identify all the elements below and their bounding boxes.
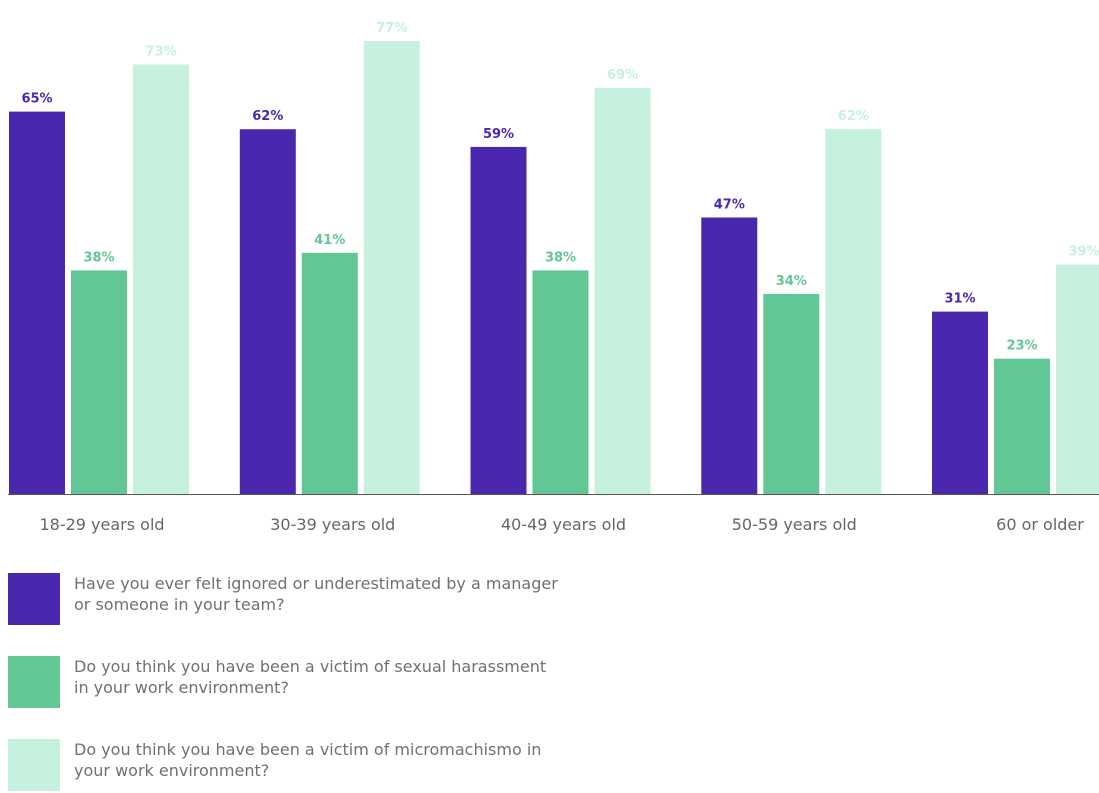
- bar-40-49-years-old-series-2: [532, 270, 589, 494]
- category-label-18-29-years-old: 18-29 years old: [39, 515, 164, 534]
- value-label-30-39-years-old-series-1: 62%: [252, 109, 283, 124]
- legend: Have you ever felt ignored or underestim…: [8, 573, 608, 793]
- bar-50-59-years-old-series-3: [825, 129, 882, 494]
- bar-60-or-older-series-2: [994, 358, 1050, 494]
- category-labels-group: 18-29 years old 30-39 years old 40-49 year…: [39, 515, 1084, 534]
- category-label-40-49-years-old: 40-49 years old: [501, 515, 626, 534]
- bar-30-39-years-old-series-1: [239, 129, 296, 494]
- bar-60-or-older-series-3: [1056, 264, 1099, 494]
- bar-50-59-years-old-series-2: [763, 294, 820, 494]
- bar-50-59-years-old-series-1: [701, 217, 758, 494]
- bar-30-39-years-old-series-3: [363, 41, 420, 494]
- value-label-30-39-years-old-series-3: 77%: [376, 21, 407, 36]
- bar-18-29-years-old-series-2: [71, 270, 127, 494]
- legend-swatch-sexual-harassment: [8, 656, 60, 708]
- legend-item-ignored: Have you ever felt ignored or underestim…: [8, 573, 608, 627]
- category-label-50-59-years-old: 50-59 years old: [732, 515, 857, 534]
- legend-item-sexual-harassment: Do you think you have been a victim of s…: [8, 656, 608, 710]
- legend-swatch-ignored: [8, 573, 60, 625]
- value-label-60-or-older-series-2: 23%: [1006, 339, 1037, 354]
- value-label-50-59-years-old-series-1: 47%: [714, 198, 745, 213]
- value-label-40-49-years-old-series-1: 59%: [483, 127, 514, 142]
- bars-group: [9, 41, 1099, 494]
- value-label-60-or-older-series-3: 39%: [1068, 245, 1099, 260]
- value-label-40-49-years-old-series-2: 38%: [545, 250, 576, 265]
- value-label-30-39-years-old-series-2: 41%: [314, 233, 345, 248]
- legend-label-micromachismo: Do you think you have been a victim of m…: [74, 740, 542, 780]
- legend-label-ignored: Have you ever felt ignored or underestim…: [74, 574, 558, 614]
- value-label-50-59-years-old-series-3: 62%: [838, 109, 869, 124]
- value-label-50-59-years-old-series-2: 34%: [776, 274, 807, 289]
- value-label-40-49-years-old-series-3: 69%: [607, 68, 638, 83]
- value-label-18-29-years-old-series-2: 38%: [83, 250, 114, 265]
- bar-18-29-years-old-series-1: [9, 111, 65, 494]
- legend-item-micromachismo: Do you think you have been a victim of m…: [8, 739, 608, 793]
- legend-swatch-micromachismo: [8, 739, 60, 791]
- value-labels-group: 65% 38% 73% 62% 41% 77% 59% 38% 69% 47% 34% 62% 31% 2…: [21, 21, 1099, 354]
- bar-chart: 65% 38% 73% 62% 41% 77% 59% 38% 69% 47% 34% 62% 31% 2…: [8, 21, 1099, 534]
- value-label-18-29-years-old-series-1: 65%: [21, 92, 52, 107]
- value-label-18-29-years-old-series-3: 73%: [145, 45, 176, 60]
- bar-60-or-older-series-1: [932, 311, 988, 494]
- category-label-60-or-older: 60 or older: [996, 515, 1084, 534]
- legend-label-sexual-harassment: Do you think you have been a victim of s…: [74, 657, 547, 697]
- bar-30-39-years-old-series-2: [301, 252, 358, 494]
- bar-40-49-years-old-series-3: [594, 88, 651, 494]
- bar-40-49-years-old-series-1: [470, 146, 527, 494]
- category-label-30-39-years-old: 30-39 years old: [270, 515, 395, 534]
- bar-18-29-years-old-series-3: [133, 64, 189, 494]
- value-label-60-or-older-series-1: 31%: [944, 292, 975, 307]
